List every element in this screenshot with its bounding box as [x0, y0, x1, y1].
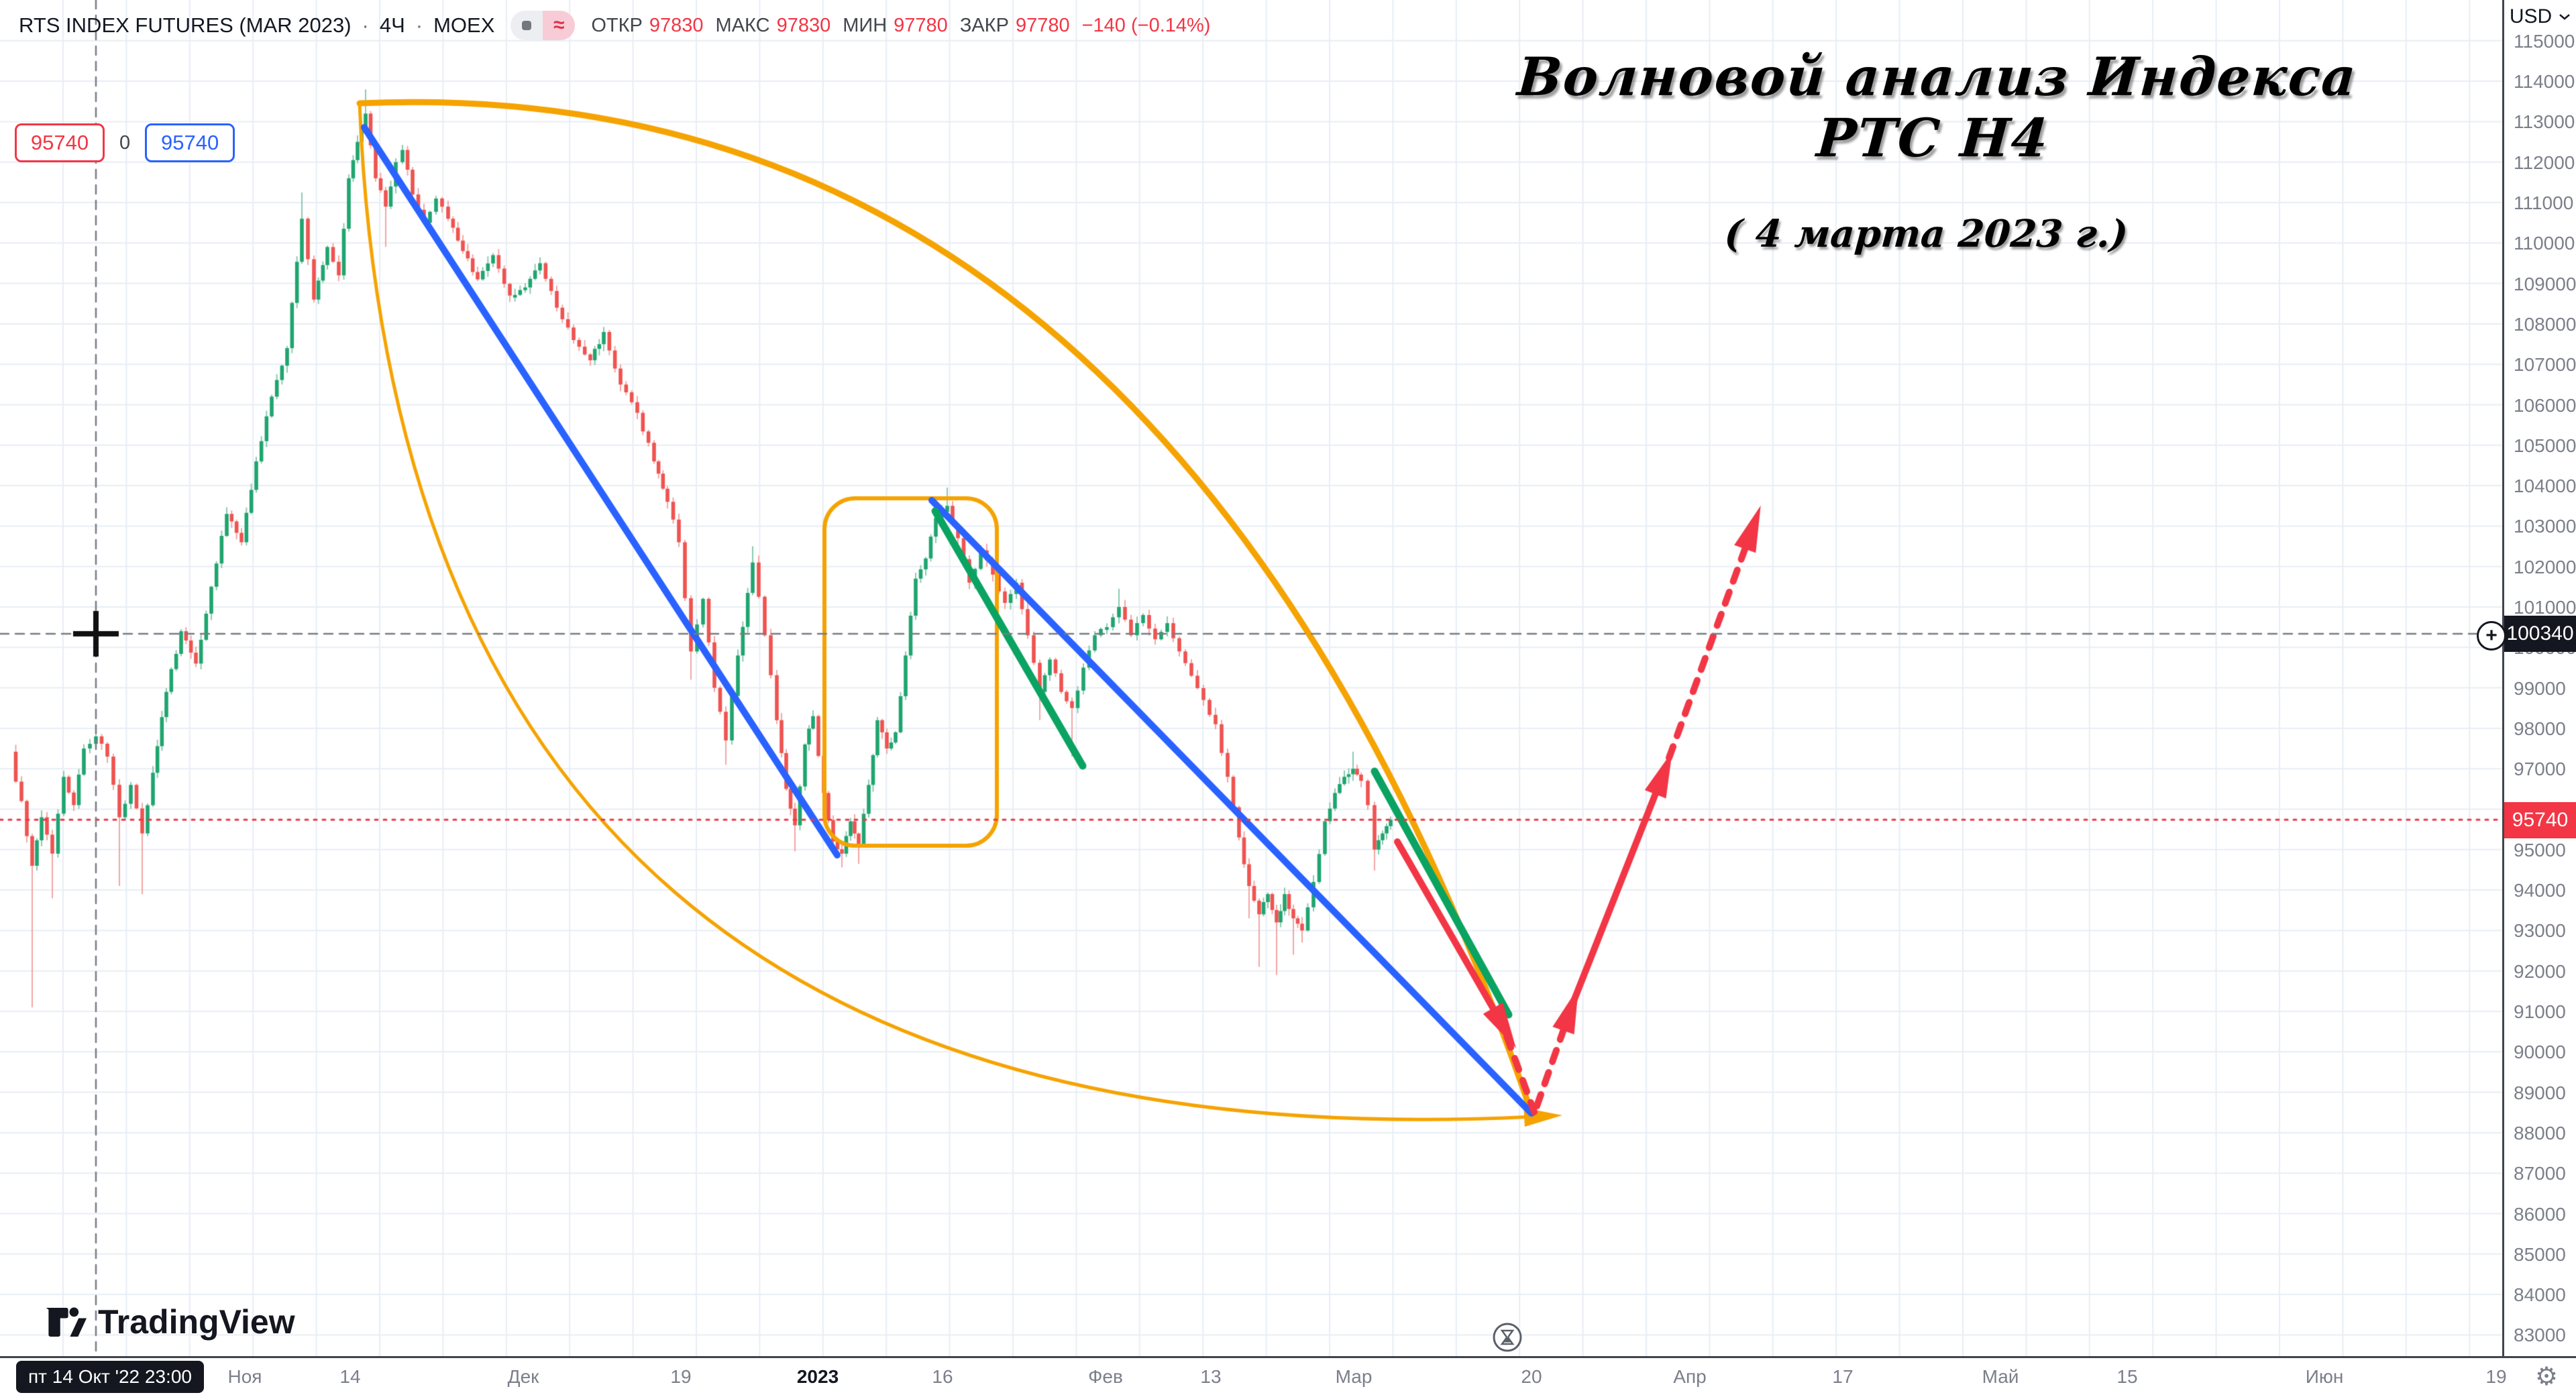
- time-tick-label: 14: [339, 1366, 361, 1387]
- time-tick-label: Мар: [1335, 1366, 1373, 1387]
- time-tick-label: 13: [1200, 1366, 1222, 1387]
- ohlc-readout: ОТКР 97830 МАКС 97830 МИН 97780 ЗАКР 97780 −…: [591, 15, 1210, 37]
- interval-label[interactable]: 4Ч: [379, 13, 405, 37]
- price-tick-label: 108000: [2514, 313, 2576, 335]
- price-tick-label: 104000: [2514, 476, 2576, 497]
- time-tick-label: Июн: [2305, 1366, 2344, 1387]
- hourglass-icon: [1493, 1323, 1522, 1352]
- time-tick-label: 17: [1832, 1366, 1854, 1387]
- low-value: 97780: [894, 14, 948, 36]
- price-tick-label: 99000: [2514, 677, 2566, 699]
- time-tick-label: 2023: [796, 1366, 839, 1387]
- tradingview-logo[interactable]: TradingView: [44, 1302, 295, 1341]
- crosshair-time-badge: пт 14 Окт '22 23:00: [16, 1361, 204, 1393]
- price-tick-label: 83000: [2514, 1325, 2566, 1346]
- annotation-date: ( 4 марта 2023 г.): [1723, 212, 2130, 256]
- price-tick-label: 102000: [2514, 556, 2576, 577]
- chart-legend: RTS INDEX FUTURES (MAR 2023) · 4Ч · MOEX…: [19, 11, 1210, 40]
- time-tick-label: Фев: [1088, 1366, 1123, 1387]
- price-tick-label: 109000: [2514, 273, 2576, 294]
- buy-price-button[interactable]: 95740: [145, 123, 235, 162]
- currency-label: USD: [2509, 5, 2553, 27]
- price-tick-label: 94000: [2514, 880, 2566, 901]
- close-label: ЗАКР: [959, 14, 1009, 36]
- time-axis[interactable]: Ноя 14 Дек 19 2023 16 Фев 13 Мар 20 Апр 17 Май 15 Июн 1…: [0, 1356, 2576, 1397]
- contract-expiry-marker[interactable]: [1492, 1322, 1523, 1356]
- price-tick-label: 112000: [2514, 152, 2575, 173]
- market-closed-icon: [511, 11, 543, 40]
- price-tick-label: 115000: [2514, 30, 2575, 52]
- tradingview-logo-icon: [46, 1307, 87, 1337]
- time-tick-label: 20: [1521, 1366, 1542, 1387]
- add-alert-icon[interactable]: +: [2477, 621, 2506, 651]
- price-tick-label: 110000: [2514, 233, 2575, 254]
- change-value: −140 (−0.14%): [1081, 14, 1211, 36]
- close-value: 97780: [1015, 14, 1070, 36]
- price-tick-label: 105000: [2514, 435, 2576, 456]
- time-tick-label: Ноя: [227, 1366, 262, 1387]
- price-tick-label: 85000: [2514, 1243, 2566, 1265]
- price-tick-label: 103000: [2514, 516, 2576, 537]
- time-tick-label: 19: [670, 1366, 692, 1387]
- tradingview-logo-text: TradingView: [98, 1303, 295, 1341]
- time-tick-label: 15: [2116, 1366, 2138, 1387]
- high-label: МАКС: [715, 14, 770, 36]
- separator: ·: [362, 13, 369, 37]
- price-tick-label: 86000: [2514, 1203, 2566, 1225]
- price-tick-label: 93000: [2514, 920, 2566, 942]
- price-tick-label: 106000: [2514, 394, 2576, 416]
- price-tick-label: 95000: [2514, 839, 2566, 860]
- gear-icon[interactable]: ⚙: [2535, 1363, 2559, 1391]
- symbol-title[interactable]: RTS INDEX FUTURES (MAR 2023): [19, 13, 352, 37]
- open-label: ОТКР: [591, 14, 643, 36]
- open-value: 97830: [649, 14, 704, 36]
- time-tick-label: Май: [1982, 1366, 2019, 1387]
- price-axis[interactable]: 115000 114000 113000 112000 111000 110000 1090…: [2502, 0, 2576, 1356]
- separator: ·: [415, 13, 423, 37]
- price-tick-label: 97000: [2514, 759, 2566, 780]
- price-tick-label: 89000: [2514, 1082, 2566, 1103]
- high-value: 97830: [776, 14, 831, 36]
- annotation-title-block: Волновой анализ Индекса РТС Н4 ( 4 марта…: [1448, 47, 2416, 256]
- sell-price-button[interactable]: 95740: [15, 123, 105, 162]
- price-tick-label: 98000: [2514, 718, 2566, 739]
- price-tick-label: 90000: [2514, 1042, 2566, 1063]
- price-tick-label: 92000: [2514, 960, 2566, 982]
- chevron-down-icon: [2559, 14, 2570, 20]
- price-tick-label: 88000: [2514, 1122, 2566, 1143]
- price-tick-label: 113000: [2514, 111, 2575, 133]
- market-status-pill[interactable]: ≈: [511, 11, 576, 40]
- time-tick-label: Апр: [1673, 1366, 1707, 1387]
- price-tick-label: 84000: [2514, 1284, 2566, 1306]
- price-tick-label: 101000: [2514, 597, 2576, 618]
- crosshair-price-badge: 100340: [2504, 616, 2576, 652]
- price-tick-label: 91000: [2514, 1001, 2566, 1022]
- low-label: МИН: [843, 14, 888, 36]
- annotation-title: Волновой анализ Индекса РТС Н4: [1515, 47, 2359, 169]
- currency-selector[interactable]: USD: [2504, 0, 2576, 34]
- price-tick-label: 87000: [2514, 1163, 2566, 1184]
- price-tick-label: 111000: [2514, 192, 2574, 213]
- time-tick-label: 16: [932, 1366, 953, 1387]
- price-tick-label: 114000: [2514, 71, 2575, 93]
- exchange-label[interactable]: MOEX: [433, 13, 495, 37]
- delayed-data-icon: ≈: [543, 11, 576, 40]
- order-quantity: 0: [119, 131, 131, 154]
- last-price-badge: 95740: [2504, 802, 2576, 838]
- time-tick-label: Дек: [507, 1366, 539, 1387]
- price-tick-label: 107000: [2514, 354, 2576, 376]
- time-tick-label: 19: [2485, 1366, 2507, 1387]
- order-panel: 95740 0 95740: [15, 123, 235, 162]
